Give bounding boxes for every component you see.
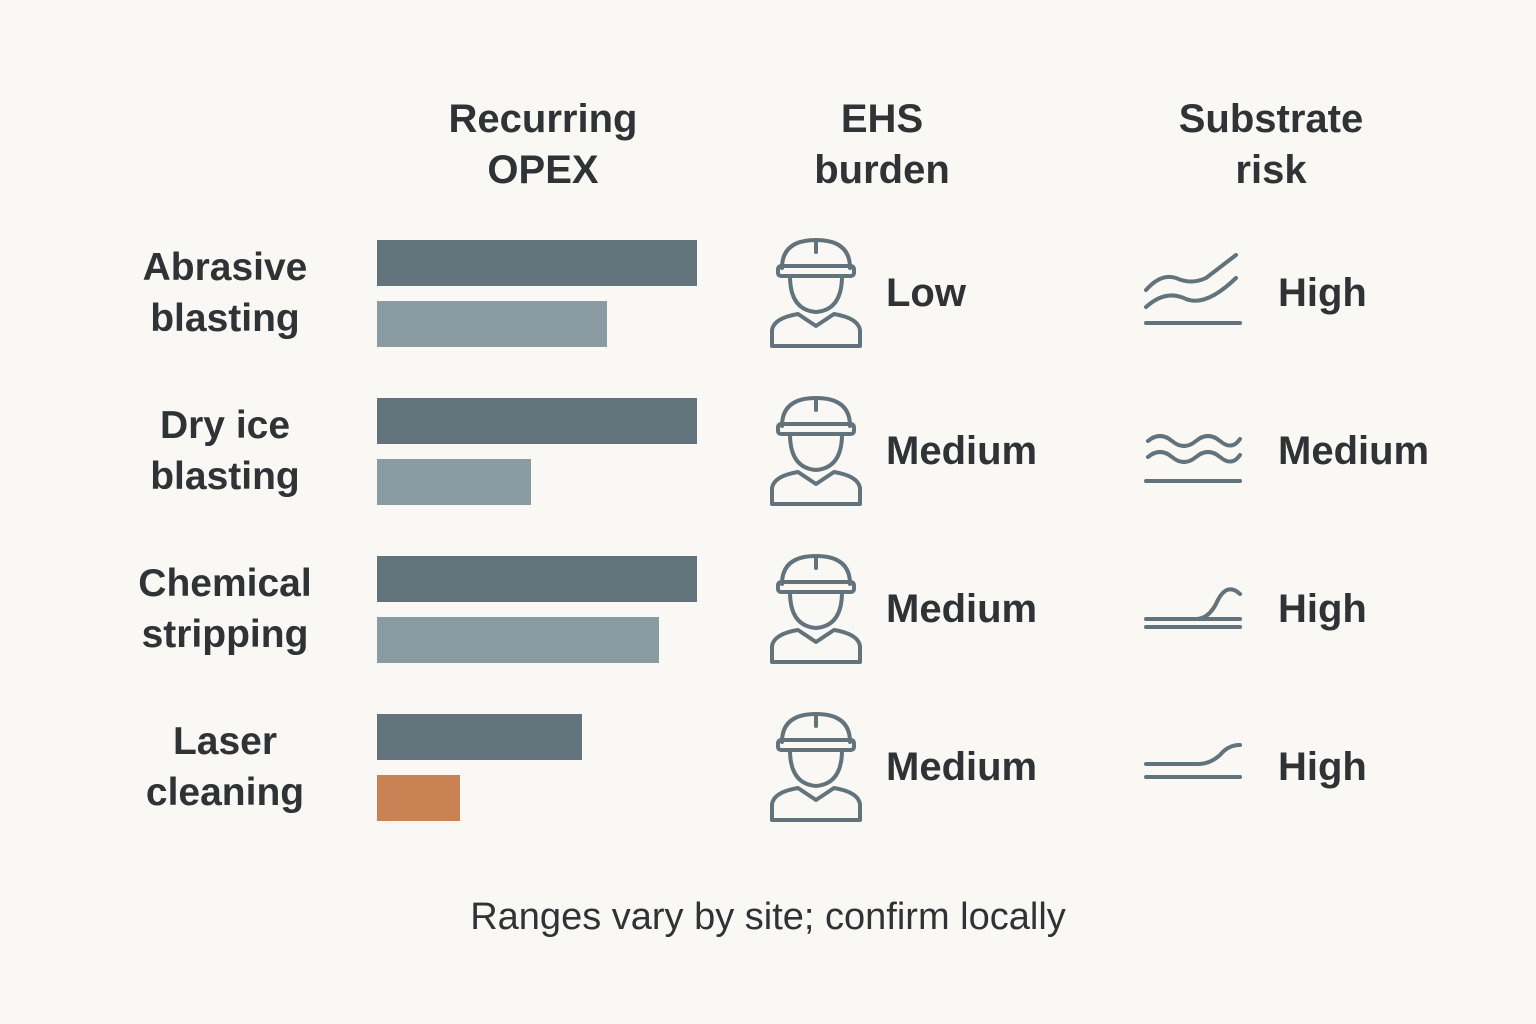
worker-icon [770, 396, 862, 506]
risk-icon [1144, 253, 1242, 325]
row-label: Laser cleaning [145, 720, 305, 814]
opex-bar [377, 459, 531, 505]
risk-level: High [1278, 271, 1367, 315]
row-label: Dry ice blasting [150, 404, 300, 498]
risk-icon [1144, 587, 1242, 629]
worker-icon [770, 238, 862, 348]
opex-bar [377, 775, 461, 821]
column-header: EHS burden [814, 97, 950, 192]
row-label: Abrasive blasting [142, 246, 308, 340]
opex-bar [377, 714, 582, 760]
column-header: Recurring OPEX [448, 97, 638, 192]
ehs-level: Low [886, 271, 966, 315]
ehs-level: Medium [886, 429, 1038, 473]
column-header: Substrate risk [1178, 97, 1364, 192]
footnote: Ranges vary by site; confirm locally [470, 896, 1066, 938]
worker-icon [770, 712, 862, 822]
opex-bar [377, 240, 697, 286]
row-label: Chemical stripping [138, 562, 312, 656]
risk-level: Medium [1278, 429, 1430, 473]
opex-bar [377, 556, 697, 602]
opex-bar [377, 617, 659, 663]
ehs-level: Medium [886, 745, 1038, 789]
worker-icon [770, 554, 862, 664]
opex-bar [377, 398, 697, 444]
risk-icon [1144, 743, 1242, 779]
risk-icon [1144, 434, 1242, 483]
risk-level: High [1278, 587, 1367, 631]
ehs-level: Medium [886, 587, 1038, 631]
risk-level: High [1278, 745, 1367, 789]
opex-bar [377, 301, 608, 347]
